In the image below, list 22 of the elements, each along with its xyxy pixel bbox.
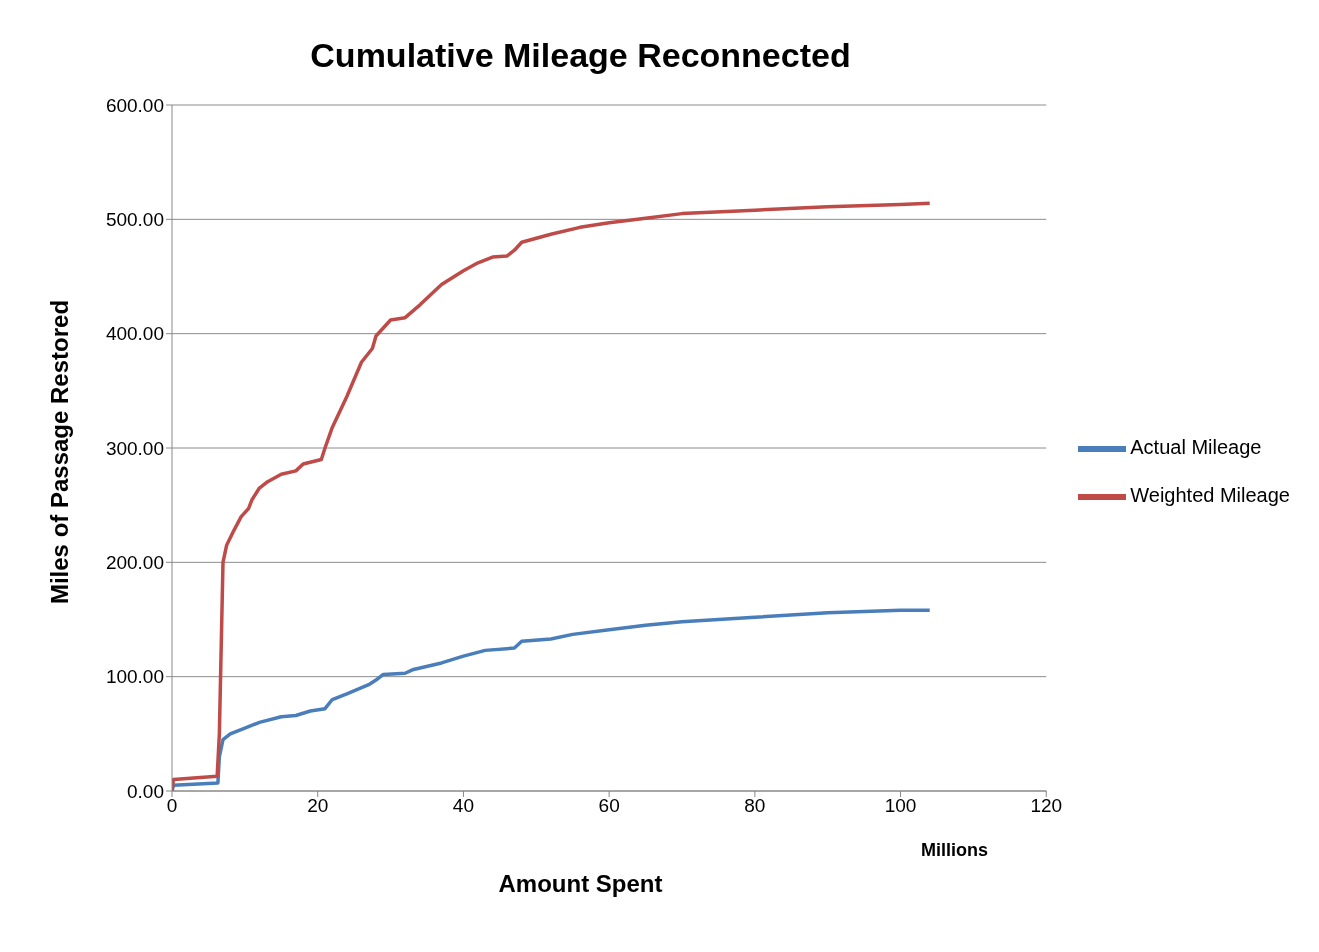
text: Millions (920, 840, 988, 861)
x-tick-label: 60 (598, 795, 620, 817)
y-tick-label: 0.00 (127, 780, 164, 802)
legend-label: Actual Mileage (1130, 436, 1262, 459)
x-tick-label: 0 (166, 795, 178, 817)
x-tick-label: 20 (307, 795, 329, 817)
y-axis-title: Miles of Passage Restored (46, 299, 74, 605)
line-series (172, 201, 932, 791)
line-series (172, 608, 932, 791)
x-tick-label: 80 (744, 795, 766, 817)
y-tick-label: 200.00 (105, 552, 164, 574)
x-tick-label: 40 (452, 795, 474, 817)
legend-label: Weighted Mileage (1130, 484, 1290, 507)
y-tick-label: 500.00 (105, 209, 164, 231)
y-tick-label: 100.00 (105, 666, 164, 688)
x-tick-label: 100 (884, 795, 917, 817)
x-axis-title: Amount Spent (497, 870, 664, 898)
x-tick-label: 120 (1030, 795, 1063, 817)
chart-title: Cumulative Mileage Reconnected (309, 36, 852, 75)
y-tick-label: 300.00 (105, 437, 164, 459)
y-tick-label: 400.00 (105, 323, 164, 345)
y-tick-label: 600.00 (105, 94, 164, 116)
